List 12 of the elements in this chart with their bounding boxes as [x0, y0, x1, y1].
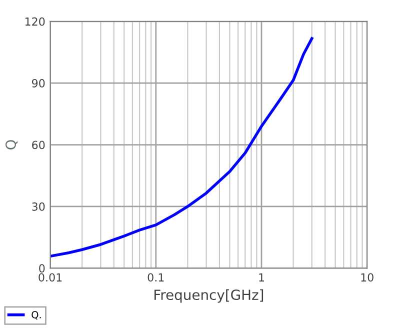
x-tick-label: 0.01	[38, 273, 62, 282]
legend-label: Q.	[32, 311, 41, 320]
y-axis-title: Q	[5, 140, 18, 150]
y-tick-label: 90	[32, 79, 45, 88]
y-tick-label: 0	[39, 264, 45, 273]
x-axis-title: Frequency[GHz]	[154, 289, 264, 303]
y-tick-label: 120	[25, 17, 45, 26]
x-tick-label: 10	[361, 273, 374, 282]
y-tick-label: 60	[32, 140, 45, 150]
x-tick-label: 0.1	[148, 273, 164, 282]
x-tick-label: 1	[259, 273, 264, 282]
y-tick-label: 30	[32, 202, 45, 211]
